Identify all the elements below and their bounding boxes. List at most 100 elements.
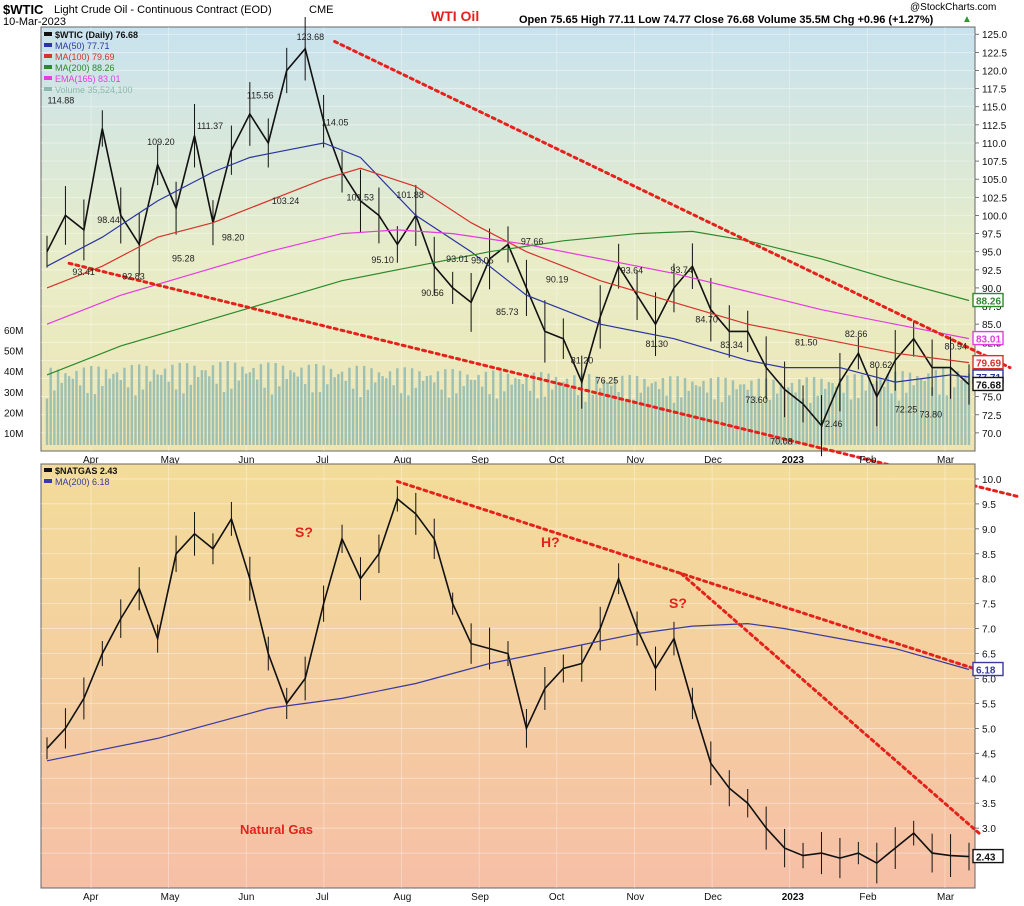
volume-bar — [735, 389, 738, 445]
price-label: 93.41 — [72, 267, 95, 277]
volume-bar — [329, 368, 333, 445]
x-tick-label: Jul — [316, 892, 329, 903]
price-label: 72.25 — [895, 405, 918, 415]
volume-bar — [857, 398, 860, 445]
volume-tick-label: 40M — [4, 367, 23, 378]
volume-bar — [934, 369, 938, 445]
legend-swatch — [44, 65, 52, 69]
y-tick-label: 97.5 — [982, 230, 1002, 241]
volume-bar — [145, 365, 148, 445]
price-label: 80.62 — [870, 360, 893, 370]
last-value-label: 2.43 — [976, 853, 996, 864]
volume-bar — [67, 376, 71, 445]
chart-description: Light Crude Oil - Continuous Contract (E… — [54, 4, 272, 16]
volume-bar — [429, 375, 432, 445]
volume-bar — [451, 369, 454, 445]
head-annotation: H? — [541, 534, 560, 550]
volume-bar — [868, 377, 871, 445]
volume-bar — [163, 368, 167, 445]
volume-tick-label: 30M — [4, 388, 23, 399]
volume-bar — [639, 392, 642, 445]
volume-bar — [436, 371, 440, 445]
y-tick-label: 102.5 — [982, 193, 1007, 204]
x-tick-label: Jun — [238, 455, 254, 466]
series-line-ma100 — [46, 167, 970, 364]
volume-bar — [252, 367, 255, 445]
legend-entry: MA(100) 79.69 — [55, 52, 115, 62]
volume-bar — [551, 389, 554, 445]
price-labels: 114.88 93.41 98.44 92.83 109.20 95.28 111.37 98… — [47, 32, 967, 446]
volume-bar — [296, 376, 299, 445]
volume-bar — [650, 383, 654, 445]
last-value-tag — [972, 330, 1004, 346]
volume-bar — [200, 370, 204, 445]
y-tick-label: 122.5 — [982, 48, 1007, 59]
volume-bar — [130, 365, 134, 445]
volume-bar — [901, 371, 904, 445]
volume-bar — [503, 391, 506, 445]
volume-bar — [381, 376, 384, 445]
volume-bar — [790, 382, 794, 445]
volume-bar — [370, 368, 373, 445]
volume-bar — [112, 373, 115, 445]
volume-bar — [694, 385, 698, 445]
volume-bar — [219, 362, 222, 445]
y-tick-label: 107.5 — [982, 157, 1007, 168]
volume-bar — [399, 393, 403, 445]
volume-bar — [643, 378, 646, 445]
volume-bar — [890, 393, 893, 445]
price-label: 111.37 — [197, 121, 223, 131]
volume-bar — [75, 370, 78, 445]
volume-bar — [960, 379, 963, 445]
volume-bar — [392, 385, 395, 445]
y-tick-label: 120.0 — [982, 66, 1007, 77]
lower-trendline — [67, 261, 1022, 499]
volume-bar — [661, 378, 665, 445]
price-label: 101.88 — [396, 190, 424, 200]
series-line-ema165 — [46, 229, 970, 340]
legend-entry: MA(200) 6.18 — [55, 477, 110, 487]
volume-bar — [846, 375, 849, 445]
volume-bar — [923, 380, 926, 445]
volume-bar — [315, 364, 318, 445]
volume-bar — [842, 392, 845, 445]
last-value-tag — [972, 354, 1004, 370]
volume-bar — [337, 374, 340, 445]
volume-bar — [388, 371, 392, 445]
volume-bar — [340, 371, 344, 445]
last-value-tag — [972, 292, 1004, 308]
volume-bar — [916, 375, 919, 445]
volume-bar — [318, 392, 322, 445]
y-tick-label: 7.5 — [982, 600, 996, 611]
volume-bar — [123, 367, 126, 445]
price-label: 85.73 — [496, 307, 519, 317]
y-tick-label: 90.0 — [982, 284, 1002, 295]
volume-bar — [119, 380, 122, 445]
volume-bar — [278, 386, 281, 445]
legend-entry: $NATGAS 2.43 — [55, 466, 117, 476]
y-tick-label: 125.0 — [982, 30, 1007, 41]
y-tick-label: 105.0 — [982, 175, 1007, 186]
volume-bar — [71, 378, 75, 445]
volume-tick-label: 50M — [4, 347, 23, 358]
volume-bar — [226, 361, 229, 445]
volume-bar — [366, 389, 370, 445]
volume-bar — [728, 395, 731, 445]
y-tick-label: 115.0 — [982, 103, 1007, 114]
volume-bar — [374, 382, 377, 445]
volume-bar — [635, 375, 639, 445]
volume-bar — [241, 366, 244, 445]
shoulder-annotation-left: S? — [295, 524, 313, 540]
chart-symbol: $WTIC — [3, 2, 44, 17]
volume-bar — [385, 378, 388, 445]
volume-bar — [138, 364, 141, 445]
volume-bar — [709, 378, 713, 445]
volume-bar — [919, 378, 923, 445]
volume-bar — [838, 378, 842, 445]
volume-bar — [211, 365, 215, 445]
bottom-series — [46, 486, 970, 884]
volume-bar — [185, 363, 189, 445]
volume-bar — [665, 395, 668, 445]
